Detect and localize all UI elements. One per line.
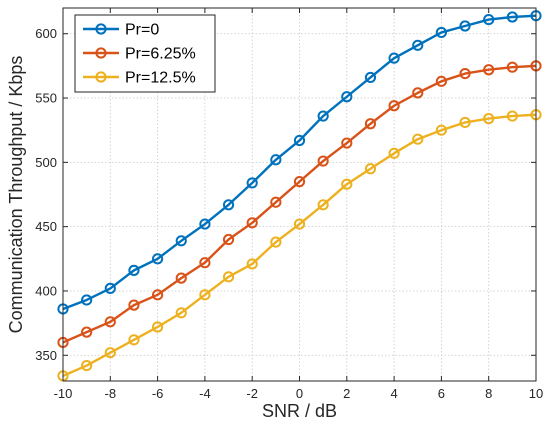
legend-marker xyxy=(95,71,107,83)
y-tick-label: 550 xyxy=(35,91,57,106)
data-point xyxy=(483,64,495,76)
data-point xyxy=(270,196,282,208)
series-layer xyxy=(57,10,542,382)
data-point xyxy=(175,235,187,247)
series-2 xyxy=(57,60,542,349)
series-3 xyxy=(57,109,542,382)
x-axis-label: SNR / dB xyxy=(262,401,337,421)
legend-label: Pr=12.5% xyxy=(125,70,196,87)
x-tick-label: 6 xyxy=(438,386,445,401)
data-point xyxy=(128,299,140,311)
data-point xyxy=(246,177,258,189)
x-tick-label: 8 xyxy=(485,386,492,401)
data-point xyxy=(175,307,187,319)
data-point xyxy=(199,289,211,301)
data-point xyxy=(435,75,447,87)
data-point xyxy=(459,67,471,80)
data-point xyxy=(412,133,424,145)
y-tick-label: 500 xyxy=(35,155,57,170)
x-tick-label: -6 xyxy=(152,386,164,401)
data-point xyxy=(388,52,400,64)
data-point xyxy=(246,258,258,270)
data-point xyxy=(81,326,93,338)
data-point xyxy=(104,347,116,359)
legend-marker xyxy=(95,23,107,35)
data-point xyxy=(388,147,400,159)
x-tick-label: -8 xyxy=(105,386,117,401)
x-tick-label: 10 xyxy=(529,386,543,401)
data-point xyxy=(128,264,140,276)
data-point xyxy=(104,316,116,328)
data-point xyxy=(388,100,400,112)
data-point xyxy=(435,26,447,39)
y-tick-label: 350 xyxy=(35,348,57,363)
legend-entry: Pr=12.5% xyxy=(83,70,196,87)
data-point xyxy=(222,271,235,283)
y-axis-label: Communication Throughput / Kbps xyxy=(6,56,26,334)
data-point xyxy=(81,294,93,306)
legend-label: Pr=6.25% xyxy=(125,46,196,63)
data-point xyxy=(364,163,377,175)
data-point xyxy=(506,61,518,73)
x-tick-label: -2 xyxy=(246,386,258,401)
data-point xyxy=(128,334,140,346)
legend-entry: Pr=6.25% xyxy=(83,46,196,63)
data-point xyxy=(459,20,471,32)
legend-marker xyxy=(95,47,107,59)
x-tick-label: -10 xyxy=(54,386,73,401)
data-point xyxy=(293,218,306,230)
data-point xyxy=(81,359,93,372)
series-line xyxy=(62,14,537,311)
data-point xyxy=(293,134,306,147)
legend-entry: Pr=0 xyxy=(83,22,159,39)
data-point xyxy=(341,178,353,190)
data-point xyxy=(199,218,211,230)
x-tick-label: 2 xyxy=(343,386,350,401)
legend: Pr=0 Pr=6.25% Pr=12.5% xyxy=(74,14,216,93)
y-tick-label: 400 xyxy=(35,283,57,298)
x-tick-label: 4 xyxy=(390,386,397,401)
data-point xyxy=(412,39,424,51)
data-point xyxy=(435,124,447,136)
grid xyxy=(63,8,536,381)
data-point xyxy=(152,253,164,265)
y-tick-label: 450 xyxy=(35,219,57,234)
data-point xyxy=(175,272,187,284)
data-point xyxy=(199,257,211,269)
data-point xyxy=(104,282,116,294)
data-point xyxy=(459,116,471,129)
data-point xyxy=(341,137,353,149)
data-point xyxy=(412,87,424,99)
data-point xyxy=(317,155,329,167)
data-point xyxy=(152,289,164,301)
data-point xyxy=(506,11,518,23)
data-point xyxy=(270,154,282,166)
data-point xyxy=(246,217,258,229)
data-point xyxy=(293,176,306,188)
data-point xyxy=(483,13,495,26)
data-point xyxy=(152,321,164,333)
series-1 xyxy=(57,10,542,315)
data-point xyxy=(270,236,282,248)
data-point xyxy=(364,118,377,130)
data-point xyxy=(341,91,353,103)
data-point xyxy=(317,110,329,122)
series-line xyxy=(62,64,537,344)
data-point xyxy=(506,110,518,122)
legend-label: Pr=0 xyxy=(125,22,159,39)
series-line xyxy=(62,113,537,377)
ticks: -10 -8 -6 -4 -2 0 2 4 6 8 10 350 400 450 500 550 600 xyxy=(35,8,543,401)
y-tick-label: 600 xyxy=(35,26,57,41)
x-tick-label: -4 xyxy=(199,386,211,401)
data-point xyxy=(222,233,235,246)
data-point xyxy=(317,199,329,211)
x-tick-label: 0 xyxy=(296,386,303,401)
data-point xyxy=(222,199,235,211)
data-point xyxy=(483,113,495,125)
data-point xyxy=(364,71,377,84)
